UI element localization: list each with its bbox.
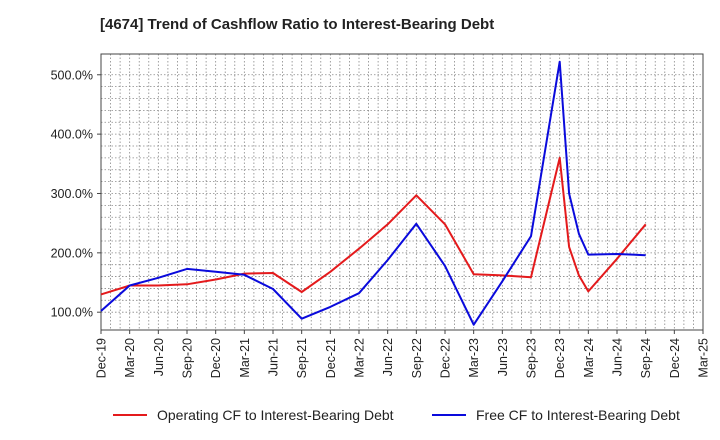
x-tick-label: Dec-19 (95, 338, 109, 378)
x-tick-label: Mar-21 (238, 338, 252, 378)
x-tick-label: Dec-23 (553, 338, 567, 378)
y-tick-label: 100.0% (51, 306, 93, 320)
legend-item-free-cf: Free CF to Interest-Bearing Debt (432, 403, 680, 427)
y-tick-label: 500.0% (51, 68, 93, 82)
x-tick-label: Jun-24 (611, 338, 625, 376)
y-tick-label: 200.0% (51, 246, 93, 260)
legend-item-operating-cf: Operating CF to Interest-Bearing Debt (113, 403, 394, 427)
x-tick-label: Sep-24 (639, 338, 653, 378)
x-tick-label: Jun-23 (496, 338, 510, 376)
x-tick-label: Dec-24 (668, 338, 682, 378)
x-tick-label: Sep-21 (295, 338, 309, 378)
x-tick-label: Dec-21 (324, 338, 338, 378)
x-tick-label: Jun-22 (381, 338, 395, 376)
x-tick-label: Dec-20 (209, 338, 223, 378)
legend-label-free-cf: Free CF to Interest-Bearing Debt (476, 407, 680, 423)
series-line-free-cf (100, 60, 646, 326)
legend-swatch-operating-cf (113, 414, 147, 416)
y-tick-label: 300.0% (51, 187, 93, 201)
y-tick-label: 400.0% (51, 128, 93, 142)
x-tick-label: Dec-22 (439, 338, 453, 378)
chart-title: [4674] Trend of Cashflow Ratio to Intere… (100, 16, 495, 33)
x-tick-label: Mar-24 (582, 338, 596, 378)
x-tick-label: Jun-21 (267, 338, 281, 376)
x-tick-label: Sep-22 (410, 338, 424, 378)
plot-frame (100, 53, 704, 331)
x-tick-label: Sep-20 (181, 338, 195, 378)
chart-legend: Operating CF to Interest-Bearing Debt Fr… (0, 403, 720, 427)
legend-label-operating-cf: Operating CF to Interest-Bearing Debt (157, 407, 394, 423)
x-tick-label: Mar-20 (123, 338, 137, 378)
x-tick-label: Mar-25 (697, 338, 711, 378)
series-line-operating-cf (100, 156, 647, 296)
x-tick-label: Mar-22 (353, 338, 367, 378)
legend-swatch-free-cf (432, 414, 466, 416)
x-tick-label: Jun-20 (152, 338, 166, 376)
x-tick-label: Mar-23 (467, 338, 481, 378)
x-tick-label: Sep-23 (525, 338, 539, 378)
